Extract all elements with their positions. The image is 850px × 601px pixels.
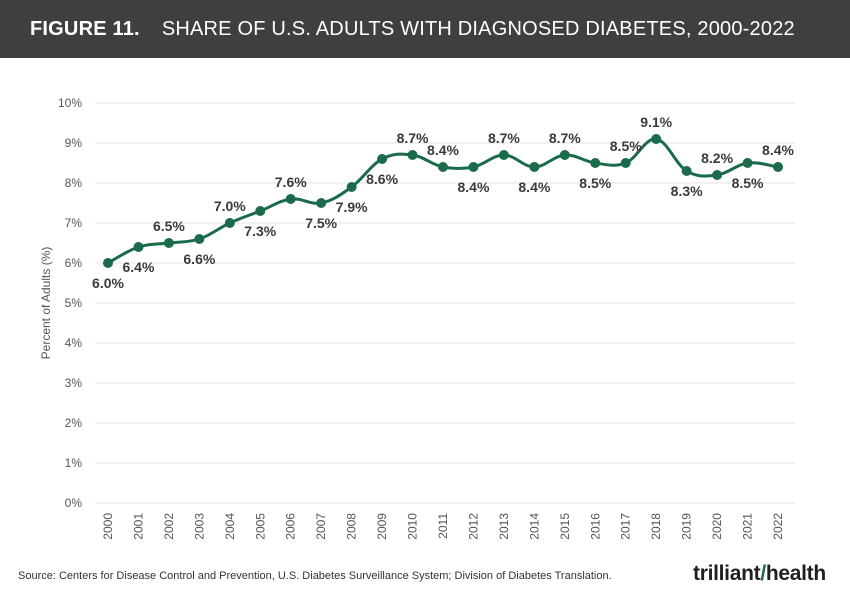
x-tick-label: 2001 [131,513,145,540]
data-points [103,134,783,268]
x-tick-label: 2002 [162,513,176,540]
data-label: 8.6% [366,171,398,187]
gridlines [95,102,795,504]
data-point [773,162,783,172]
x-tick-label: 2012 [466,513,480,540]
x-tick-label: 2010 [406,513,420,540]
data-point [529,162,540,172]
x-tick-label: 2005 [253,513,267,540]
y-tick-label: 3% [65,376,83,390]
x-tick-label: 2013 [497,513,511,540]
x-tick-label: 2006 [284,513,298,540]
data-point [590,158,601,168]
data-point [163,238,174,248]
x-tick-label: 2007 [314,513,328,540]
data-label: 6.4% [122,259,154,275]
data-label: 6.0% [92,275,124,291]
logo-slash-mark: / [760,562,766,585]
data-point [194,234,205,244]
data-point [651,134,662,144]
data-label: 7.3% [244,223,276,239]
data-point [407,150,418,160]
data-label: 8.7% [488,130,520,146]
logo-left-text: trilliant [693,562,761,585]
data-label: 8.3% [671,183,703,199]
data-label: 8.4% [518,179,550,195]
y-axis-title: Percent of Adults (%) [39,247,53,360]
data-label: 7.5% [305,215,337,231]
y-tick-label: 8% [65,176,83,190]
y-tick-label: 6% [65,256,83,270]
data-point [377,154,388,164]
logo-right-text: health [765,562,826,585]
data-point [438,162,448,172]
data-label: 6.5% [153,218,185,234]
data-point [742,158,753,168]
y-axis-ticks: 0% 1% 2% 3% 4% 5% 6% 7% 8% 9% 10% [58,96,82,510]
x-tick-label: 2018 [649,513,663,540]
data-label: 8.5% [732,175,764,191]
data-point [468,162,479,172]
data-label: 7.9% [336,199,368,215]
data-point [559,150,570,160]
x-tick-label: 2015 [558,513,572,540]
x-tick-label: 2004 [223,513,237,540]
x-tick-label: 2020 [710,513,724,540]
x-tick-label: 2009 [375,513,389,540]
y-tick-label: 10% [58,96,82,110]
trilliant-health-logo: trilliant/health [693,562,826,586]
y-tick-label: 4% [65,336,83,350]
data-point [316,198,327,208]
x-tick-label: 2022 [771,513,785,540]
x-tick-label: 2008 [345,513,359,540]
y-tick-label: 0% [65,496,83,510]
data-label: 8.7% [397,130,429,146]
data-label: 8.5% [579,175,611,191]
data-point [255,206,266,216]
data-label: 7.6% [275,174,307,190]
x-tick-label: 2003 [192,513,206,540]
y-tick-label: 9% [65,136,83,150]
data-label: 8.4% [457,179,489,195]
data-label: 8.4% [762,142,794,158]
data-point [224,218,235,228]
y-tick-label: 1% [65,456,83,470]
data-label: 8.5% [610,138,642,154]
y-tick-label: 2% [65,416,83,430]
data-label: 8.7% [549,130,581,146]
source-note: Source: Centers for Disease Control and … [18,570,612,582]
data-point [620,158,631,168]
data-point [498,150,509,160]
x-axis-ticks: 2000 2001 2002 2003 2004 2005 2006 2007 2008 2009… [101,513,785,540]
data-point [712,170,723,180]
data-point [285,194,296,204]
data-label: 8.4% [427,142,459,158]
x-tick-label: 2019 [680,513,694,540]
x-tick-label: 2017 [619,513,633,540]
diabetes-line-chart: 0% 1% 2% 3% 4% 5% 6% 7% 8% 9% 10% 2000 2001 2002 2003… [39,96,795,540]
data-point [681,166,692,176]
data-label: 7.0% [214,198,246,214]
y-tick-label: 5% [65,296,83,310]
x-tick-label: 2016 [588,513,602,540]
x-tick-label: 2021 [741,513,755,540]
data-point [103,258,113,268]
figure-header: FIGURE 11. SHARE OF U.S. ADULTS WITH DIA… [0,0,850,58]
figure-number: FIGURE 11. [30,17,140,40]
data-point [133,242,144,252]
x-tick-label: 2000 [101,513,115,540]
figure-title: SHARE OF U.S. ADULTS WITH DIAGNOSED DIAB… [161,17,795,40]
x-tick-label: 2011 [436,513,450,539]
y-tick-label: 7% [65,216,83,230]
data-label: 8.2% [701,150,733,166]
data-label: 9.1% [640,114,672,130]
data-label: 6.6% [183,251,215,267]
x-tick-label: 2014 [527,513,541,540]
data-point [346,182,357,192]
data-labels: 6.0%6.4% 6.5% 6.6% 7.0% 7.3% 7.6% 7.5%7.9% 8.6%… [92,114,794,291]
